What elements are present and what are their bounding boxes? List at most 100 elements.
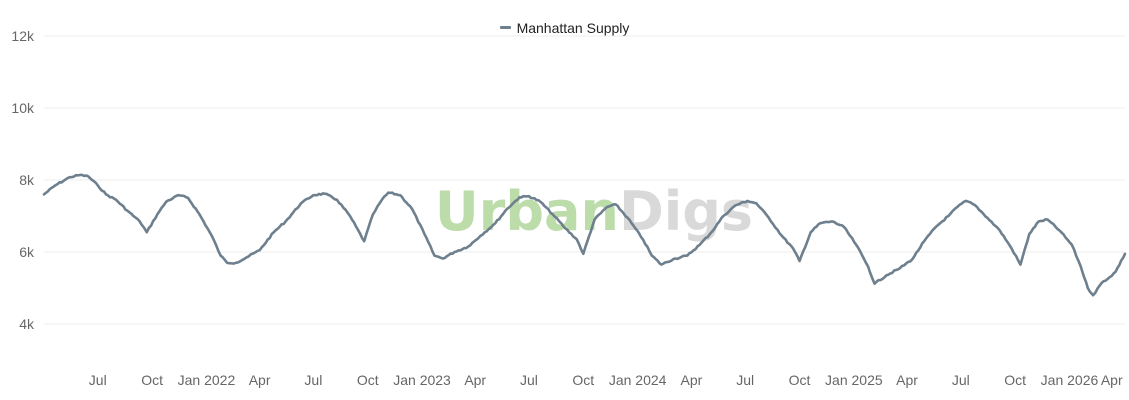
data-point[interactable]	[580, 251, 586, 257]
data-point[interactable]	[797, 258, 803, 264]
data-point[interactable]	[1113, 269, 1119, 275]
data-point[interactable]	[872, 281, 878, 287]
data-point[interactable]	[829, 218, 835, 224]
data-point[interactable]	[766, 215, 772, 221]
data-point[interactable]	[1085, 285, 1091, 291]
data-point[interactable]	[526, 193, 532, 199]
data-point[interactable]	[322, 191, 328, 197]
data-point[interactable]	[997, 227, 1003, 233]
data-point[interactable]	[733, 202, 739, 208]
data-point[interactable]	[1122, 251, 1128, 257]
data-point[interactable]	[196, 211, 202, 217]
data-point[interactable]	[154, 211, 160, 217]
data-point[interactable]	[361, 238, 367, 244]
data-point[interactable]	[1017, 262, 1023, 268]
data-point[interactable]	[113, 197, 119, 203]
data-point[interactable]	[790, 245, 796, 251]
data-point[interactable]	[954, 204, 960, 210]
data-point[interactable]	[144, 229, 150, 235]
data-point[interactable]	[465, 244, 471, 250]
data-point[interactable]	[984, 215, 990, 221]
data-point[interactable]	[124, 208, 130, 214]
data-point[interactable]	[1107, 274, 1113, 280]
data-point[interactable]	[379, 197, 385, 203]
data-point[interactable]	[1056, 227, 1062, 233]
data-point[interactable]	[720, 213, 726, 219]
data-point[interactable]	[52, 182, 58, 188]
data-point[interactable]	[1036, 218, 1042, 224]
data-point[interactable]	[1078, 263, 1084, 269]
data-point[interactable]	[604, 204, 610, 210]
data-point[interactable]	[883, 272, 889, 278]
data-point[interactable]	[504, 206, 510, 212]
data-point[interactable]	[452, 249, 458, 255]
data-point[interactable]	[841, 224, 847, 230]
data-point[interactable]	[897, 265, 903, 271]
data-point[interactable]	[779, 233, 785, 239]
data-point[interactable]	[41, 191, 47, 197]
data-point[interactable]	[397, 192, 403, 198]
data-point[interactable]	[537, 199, 543, 205]
data-point[interactable]	[1009, 245, 1015, 251]
data-point[interactable]	[370, 211, 376, 217]
data-point[interactable]	[1026, 231, 1032, 237]
data-point[interactable]	[185, 195, 191, 201]
data-point[interactable]	[409, 206, 415, 212]
data-point[interactable]	[670, 256, 676, 262]
data-point[interactable]	[1099, 280, 1105, 286]
data-point[interactable]	[745, 198, 751, 204]
data-point[interactable]	[310, 192, 316, 198]
data-point[interactable]	[209, 233, 215, 239]
data-point[interactable]	[478, 233, 484, 239]
data-point[interactable]	[385, 190, 391, 196]
data-point[interactable]	[77, 172, 83, 178]
data-point[interactable]	[550, 211, 556, 217]
data-point[interactable]	[709, 229, 715, 235]
data-point[interactable]	[972, 202, 978, 208]
data-point[interactable]	[298, 200, 304, 206]
data-point[interactable]	[137, 218, 143, 224]
data-point[interactable]	[865, 263, 871, 269]
data-point[interactable]	[817, 220, 823, 226]
data-point[interactable]	[933, 224, 939, 230]
data-point[interactable]	[440, 255, 446, 261]
series-line[interactable]	[42, 173, 1127, 297]
data-point[interactable]	[808, 229, 814, 235]
data-point[interactable]	[640, 236, 646, 242]
legend-item-manhattan-supply[interactable]: Manhattan Supply	[499, 20, 629, 36]
series-manhattan-supply[interactable]	[41, 172, 1128, 298]
data-point[interactable]	[421, 231, 427, 237]
data-point[interactable]	[658, 262, 664, 268]
data-point[interactable]	[921, 238, 927, 244]
data-point[interactable]	[563, 226, 569, 232]
data-point[interactable]	[283, 218, 289, 224]
data-point[interactable]	[574, 236, 580, 242]
data-point[interactable]	[257, 247, 263, 253]
data-point[interactable]	[67, 174, 73, 180]
data-point[interactable]	[853, 242, 859, 248]
data-point[interactable]	[1045, 217, 1051, 223]
data-point[interactable]	[753, 200, 759, 206]
data-point[interactable]	[233, 260, 239, 266]
data-point[interactable]	[244, 254, 250, 260]
data-point[interactable]	[224, 260, 230, 266]
data-point[interactable]	[95, 182, 101, 188]
data-point[interactable]	[271, 229, 277, 235]
data-point[interactable]	[963, 198, 969, 204]
data-point[interactable]	[909, 256, 915, 262]
data-point[interactable]	[684, 253, 690, 259]
data-point[interactable]	[945, 213, 951, 219]
data-point[interactable]	[163, 199, 169, 205]
data-point[interactable]	[103, 191, 109, 197]
data-point[interactable]	[613, 201, 619, 207]
data-point[interactable]	[431, 253, 437, 259]
data-point[interactable]	[517, 194, 523, 200]
data-point[interactable]	[85, 173, 91, 179]
data-point[interactable]	[334, 197, 340, 203]
data-point[interactable]	[492, 220, 498, 226]
data-point[interactable]	[1069, 242, 1075, 248]
data-point[interactable]	[176, 192, 182, 198]
data-point[interactable]	[218, 253, 224, 259]
data-point[interactable]	[592, 217, 598, 223]
data-point[interactable]	[625, 215, 631, 221]
